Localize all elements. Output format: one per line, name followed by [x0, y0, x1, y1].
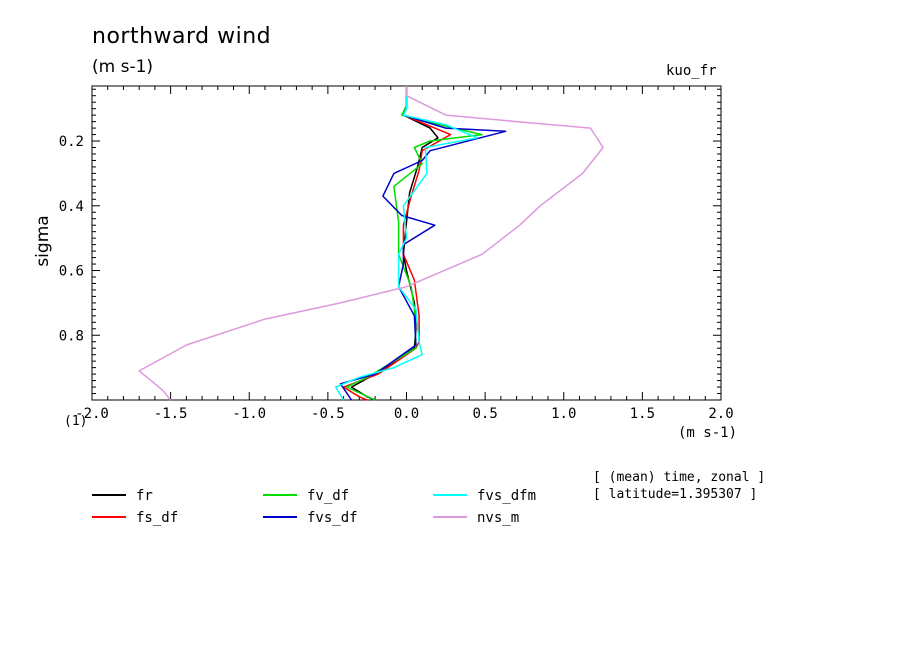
axes: -2.0 -1.5 -1.0 -0.5 0.0 0.5 1.0 1.5 2.0 0.2 0.4 0.6… [33, 85, 734, 422]
legend-label-nvs_m: nvs_m [477, 510, 519, 526]
x-tick-label: 1.5 [630, 406, 655, 422]
legend: fr fv_df fvs_dfm fs_df fvs_df nvs_m [92, 488, 536, 526]
series-line-fv_df [345, 86, 483, 401]
x-axis-units: (m s-1) [678, 425, 738, 441]
series-line-fs_df [342, 86, 452, 401]
y-axis-label: sigma [33, 215, 53, 266]
x-tick-label: -2.0 [75, 406, 109, 422]
y-tick-label: 0.6 [59, 264, 84, 280]
legend-label-fvs_df: fvs_df [307, 510, 358, 526]
scale-factor: (1) [64, 414, 88, 429]
legend-label-fvs_dfm: fvs_dfm [477, 488, 536, 504]
meta-time: [ (mean) time, zonal ] [593, 470, 766, 485]
legend-label-fv_df: fv_df [307, 488, 349, 504]
series-line-fvs_dfm [334, 86, 479, 401]
x-tick-label: -1.0 [232, 406, 266, 422]
series-lines [138, 86, 604, 401]
x-tick-label: 1.0 [551, 406, 576, 422]
legend-label-fr: fr [136, 488, 153, 504]
y-tick-label: 0.8 [59, 328, 84, 344]
case-name: kuo_fr [666, 63, 717, 79]
chart-units: (m s-1) [92, 57, 154, 77]
series-line-nvs_m [138, 86, 604, 401]
y-tick-label: 0.2 [59, 134, 84, 150]
chart-title: northward wind [92, 24, 272, 49]
legend-label-fs_df: fs_df [136, 510, 178, 526]
series-line-fvs_df [339, 86, 507, 401]
x-tick-label: -0.5 [311, 406, 345, 422]
x-tick-label: 0.5 [472, 406, 497, 422]
x-tick-label: 2.0 [708, 406, 733, 422]
y-tick-label: 0.4 [59, 199, 84, 215]
x-tick-label: -1.5 [154, 406, 188, 422]
meta-latitude: [ latitude=1.395307 ] [593, 487, 758, 502]
x-tick-label: 0.0 [394, 406, 419, 422]
series-line-fr [350, 86, 439, 401]
